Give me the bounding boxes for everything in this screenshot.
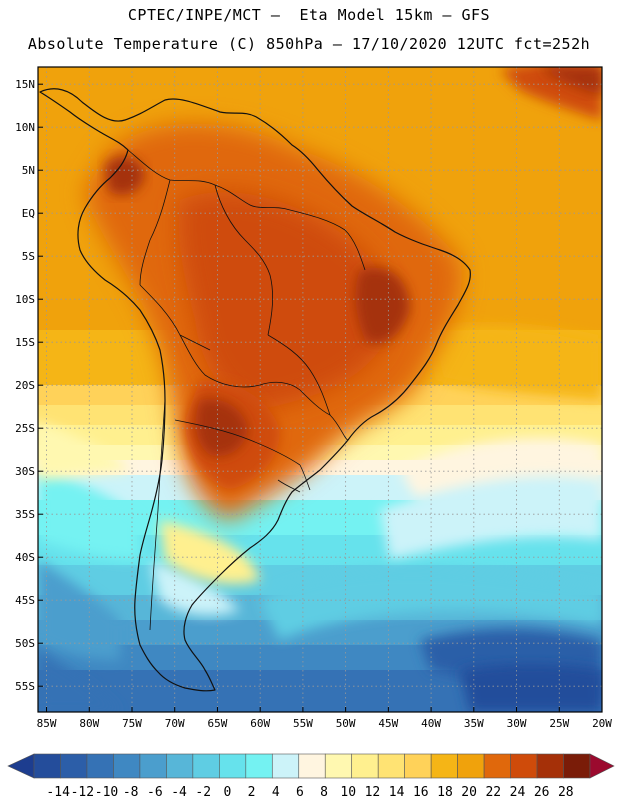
lon-label: 35W (464, 717, 484, 730)
lon-label: 30W (507, 717, 527, 730)
lon-label: 65W (208, 717, 228, 730)
colorbar-label: 14 (389, 785, 405, 800)
colorbar-label: 24 (510, 785, 526, 800)
colorbar-swatch (33, 753, 61, 779)
colorbar-arrow-high (589, 753, 615, 779)
colorbar-label: 20 (461, 785, 477, 800)
colorbar-swatch (430, 753, 458, 779)
lat-label: 15S (15, 336, 35, 349)
colorbar-swatch (324, 753, 353, 779)
colorbar-label: -4 (171, 785, 187, 800)
colorbar-swatch (457, 753, 485, 779)
lat-label: 40S (15, 551, 35, 564)
lat-label: 45S (15, 594, 35, 607)
colorbar-label: -14 (46, 785, 70, 800)
colorbar-label: -10 (95, 785, 118, 800)
colorbar-label: 8 (320, 785, 328, 800)
lat-label: 5S (22, 250, 35, 263)
colorbar-swatch (510, 753, 538, 779)
lat-label: EQ (22, 207, 35, 220)
colorbar-arrow-low (7, 753, 35, 779)
lon-label: 20W (592, 717, 612, 730)
lon-label: 25W (549, 717, 569, 730)
title-line-2: Absolute Temperature (C) 850hPa – 17/10/… (27, 35, 591, 53)
colorbar-swatch (60, 753, 88, 779)
colorbar-label: 12 (365, 785, 381, 800)
lon-label: 60W (250, 717, 270, 730)
colorbar-label: 4 (272, 785, 280, 800)
lon-label: 50W (336, 717, 356, 730)
lon-label: 85W (37, 717, 57, 730)
colorbar-swatch (377, 753, 405, 779)
colorbar-swatch (86, 753, 114, 779)
colorbar-label: 26 (534, 785, 550, 800)
colorbar-swatch (483, 753, 511, 779)
colorbar-labels: -14 -12 -10 -8 -6 -4 -2 0 2 4 6 8 10 12 14 16 18 20 22 24 26… (46, 785, 573, 800)
lon-label: 75W (122, 717, 142, 730)
lat-label: 5N (22, 164, 35, 177)
latitude-labels: 15N 10N 5N EQ 5S 10S 15S 20S 25S 30S 35S 40S 45S 50S 5… (15, 78, 35, 693)
colorbar-swatch (351, 753, 379, 779)
lon-label: 80W (79, 717, 99, 730)
colorbar-swatch (166, 753, 194, 779)
colorbar-swatch (245, 753, 273, 779)
colorbar-label: 22 (485, 785, 501, 800)
colorbar-label: -6 (147, 785, 163, 800)
colorbar-swatch (271, 753, 300, 779)
colorbar-label: 16 (413, 785, 429, 800)
colorbar-swatch (139, 753, 167, 779)
colorbar-swatch (192, 753, 220, 779)
longitude-labels: 85W 80W 75W 70W 65W 60W 55W 50W 45W 40W 35W 30W 25W 2… (37, 717, 613, 730)
coastline (39, 88, 471, 692)
axis-ticks (38, 83, 603, 712)
lat-label: 20S (15, 379, 35, 392)
colorbar-swatch (298, 753, 326, 779)
colorbar-swatch (536, 753, 564, 779)
lat-label: 35S (15, 508, 35, 521)
colorbar (7, 753, 615, 779)
lat-label: 15N (15, 78, 35, 91)
colorbar-label: 10 (340, 785, 356, 800)
lat-label: 55S (15, 680, 35, 693)
lat-label: 10N (15, 121, 35, 134)
colorbar-swatch (563, 753, 591, 779)
country-borders (127, 149, 366, 631)
colorbar-label: -8 (123, 785, 139, 800)
colorbar-swatch (219, 753, 247, 779)
colorbar-label: 2 (248, 785, 256, 800)
lon-label: 55W (293, 717, 313, 730)
lon-label: 70W (165, 717, 185, 730)
title-line-1: CPTEC/INPE/MCT – Eta Model 15km – GFS (127, 6, 491, 24)
colorbar-label: 0 (223, 785, 231, 800)
lat-label: 50S (15, 637, 35, 650)
lat-label: 10S (15, 293, 35, 306)
lon-label: 45W (378, 717, 398, 730)
colorbar-label: 6 (296, 785, 304, 800)
colorbar-label: -2 (195, 785, 211, 800)
colorbar-label: 18 (437, 785, 453, 800)
colorbar-label: 28 (558, 785, 574, 800)
lat-label: 30S (15, 465, 35, 478)
colorbar-swatch (113, 753, 141, 779)
lon-label: 40W (421, 717, 441, 730)
colorbar-label: -12 (71, 785, 94, 800)
lat-label: 25S (15, 422, 35, 435)
colorbar-swatch (404, 753, 432, 779)
plot-frame (37, 66, 603, 713)
